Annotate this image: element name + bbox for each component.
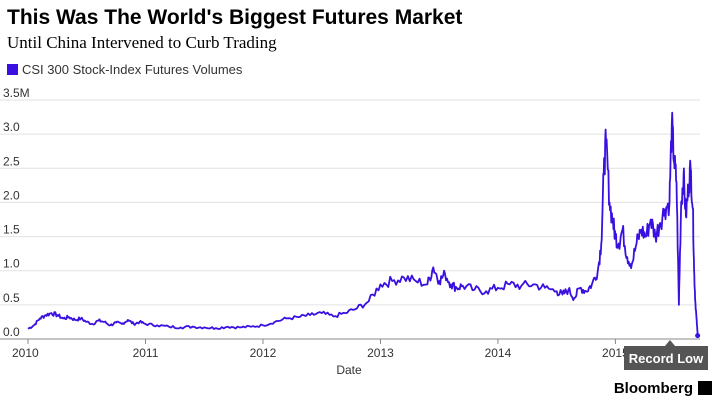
x-tick-label: 2012 <box>250 346 277 360</box>
y-tick-label: 1.0 <box>3 257 20 271</box>
x-tick-label: 2011 <box>133 346 159 360</box>
y-tick-label: 2.0 <box>3 188 20 202</box>
legend-label: CSI 300 Stock-Index Futures Volumes <box>22 62 243 77</box>
y-tick-label: 0.5 <box>3 291 20 305</box>
callout-arrow <box>665 340 675 346</box>
x-tick-label: 2015 <box>602 346 629 360</box>
legend-swatch <box>7 64 18 75</box>
y-tick-label: 3.5M <box>3 86 30 100</box>
y-tick-label: 2.5 <box>3 154 20 168</box>
chart-subtitle: Until China Intervened to Curb Trading <box>7 33 277 52</box>
x-tick-label: 2014 <box>485 346 512 360</box>
grid-lines <box>0 99 700 340</box>
record-low-marker <box>695 333 701 339</box>
y-tick-label: 1.5 <box>3 223 20 237</box>
bloomberg-logo-icon <box>698 381 712 395</box>
series-line-csi300 <box>27 111 699 336</box>
y-tick-label: 0.0 <box>3 325 20 339</box>
x-tick-label: 2013 <box>367 346 394 360</box>
y-axis-ticks: 0.0 0.5 1.0 1.5 2.0 2.5 3.0 3.5M <box>3 86 30 339</box>
x-tick-label: 2010 <box>12 346 39 360</box>
chart-title: This Was The World's Biggest Futures Mar… <box>7 6 463 29</box>
source-label: Bloomberg <box>613 380 693 397</box>
legend: CSI 300 Stock-Index Futures Volumes <box>7 62 242 77</box>
x-axis-ticks: 2010 2011 2012 2013 2014 2015 <box>12 339 629 360</box>
x-axis-title: Date <box>336 363 362 377</box>
y-tick-label: 3.0 <box>3 120 20 134</box>
record-low-callout: Record Low <box>624 346 708 370</box>
